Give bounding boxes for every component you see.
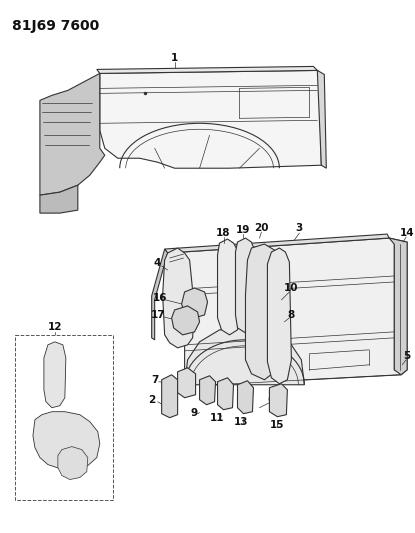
Polygon shape xyxy=(235,238,256,333)
Text: 1: 1 xyxy=(171,53,178,63)
Polygon shape xyxy=(151,249,168,340)
Polygon shape xyxy=(40,185,78,213)
Polygon shape xyxy=(185,327,304,385)
Polygon shape xyxy=(97,67,317,74)
Text: 81J69 7600: 81J69 7600 xyxy=(12,19,99,33)
Polygon shape xyxy=(165,234,389,253)
Polygon shape xyxy=(246,244,284,379)
Polygon shape xyxy=(267,248,291,384)
Text: 9: 9 xyxy=(190,408,197,418)
Text: 7: 7 xyxy=(151,375,159,385)
Polygon shape xyxy=(178,368,195,398)
Polygon shape xyxy=(100,70,321,168)
Polygon shape xyxy=(33,411,100,470)
Text: 11: 11 xyxy=(210,413,225,423)
Text: 20: 20 xyxy=(254,223,269,233)
Text: 6: 6 xyxy=(268,395,275,405)
Polygon shape xyxy=(269,384,287,417)
Text: 5: 5 xyxy=(403,351,411,361)
Text: 10: 10 xyxy=(284,283,299,293)
Text: 14: 14 xyxy=(400,228,415,238)
Polygon shape xyxy=(217,239,239,335)
Polygon shape xyxy=(237,381,254,414)
Polygon shape xyxy=(40,74,105,195)
Text: 13: 13 xyxy=(234,417,249,427)
Text: 18: 18 xyxy=(216,228,231,238)
Polygon shape xyxy=(389,238,407,375)
Text: 17: 17 xyxy=(150,310,165,320)
Polygon shape xyxy=(163,248,195,348)
Polygon shape xyxy=(44,342,66,408)
Polygon shape xyxy=(58,447,88,480)
Text: 12: 12 xyxy=(48,322,62,332)
Text: 8: 8 xyxy=(288,310,295,320)
Text: 16: 16 xyxy=(152,293,167,303)
Polygon shape xyxy=(182,288,208,318)
Polygon shape xyxy=(172,306,200,335)
Polygon shape xyxy=(162,375,178,418)
Text: 2: 2 xyxy=(148,395,155,405)
Polygon shape xyxy=(200,376,215,405)
Text: 15: 15 xyxy=(270,419,285,430)
Polygon shape xyxy=(217,378,234,410)
Polygon shape xyxy=(317,70,326,168)
Text: 4: 4 xyxy=(154,258,161,268)
FancyBboxPatch shape xyxy=(15,335,113,499)
Text: 19: 19 xyxy=(236,225,251,235)
Polygon shape xyxy=(165,238,407,385)
Text: 3: 3 xyxy=(296,223,303,233)
